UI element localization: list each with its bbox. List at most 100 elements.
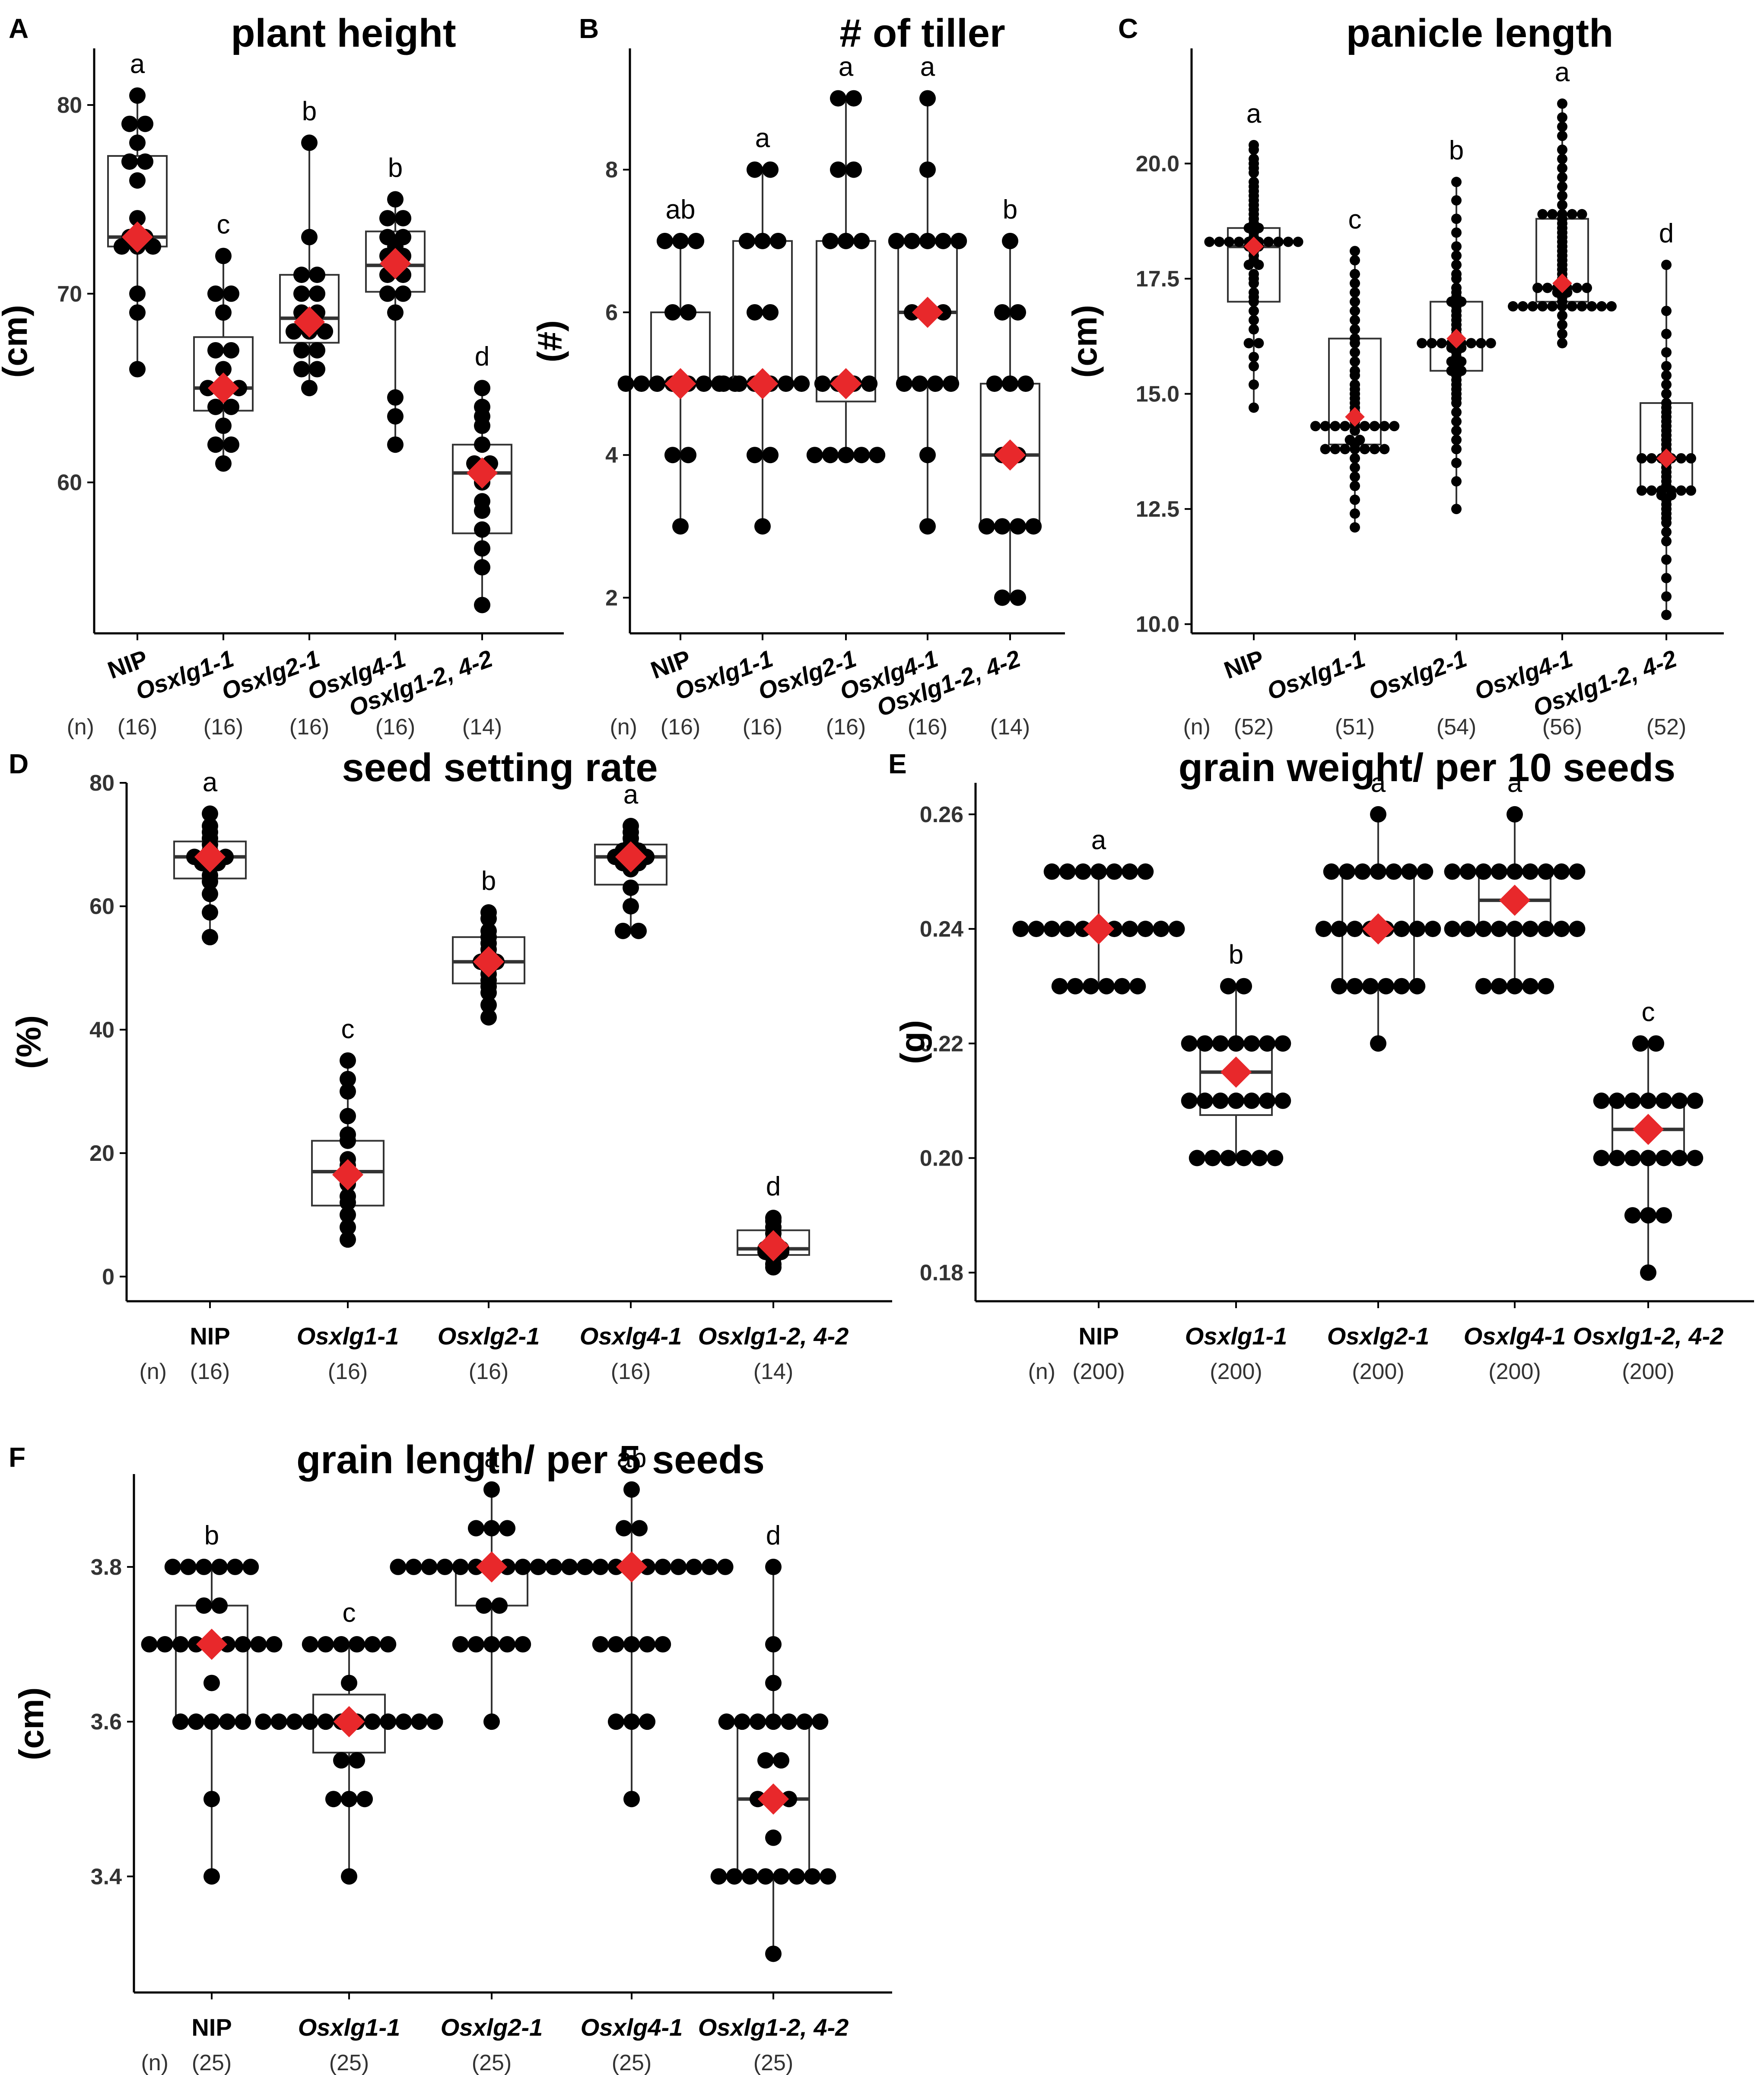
y-tick-label: 0.22 — [920, 1031, 963, 1056]
data-point — [349, 1636, 366, 1653]
data-point — [1236, 978, 1252, 995]
data-point — [395, 285, 412, 302]
data-point — [1451, 269, 1462, 280]
n-count-label: (200) — [1072, 1359, 1125, 1384]
data-point — [1370, 1035, 1386, 1052]
data-point — [869, 447, 886, 464]
data-point — [1640, 1092, 1656, 1109]
group-nip: a NIP (200) — [1012, 826, 1185, 1384]
data-point — [1350, 296, 1360, 307]
data-point — [380, 1636, 397, 1653]
n-prefix-label: (n) — [610, 715, 637, 740]
data-point — [757, 1868, 774, 1885]
data-point — [845, 161, 862, 178]
data-point — [623, 898, 639, 915]
data-point — [1656, 1150, 1672, 1166]
significance-letter: b — [1003, 195, 1017, 225]
data-point — [483, 1636, 500, 1653]
data-point — [395, 1713, 412, 1730]
data-point — [710, 1868, 727, 1885]
data-point — [754, 518, 771, 535]
data-point — [172, 1713, 189, 1730]
data-point — [1451, 416, 1462, 427]
data-point — [340, 1071, 356, 1087]
data-point — [480, 922, 497, 939]
data-point — [1340, 444, 1351, 454]
data-point — [215, 417, 232, 434]
data-point — [141, 1636, 158, 1653]
data-point — [1582, 283, 1592, 293]
data-point — [250, 1636, 267, 1653]
mean-marker — [207, 372, 239, 404]
data-point — [1656, 1207, 1672, 1224]
data-point — [223, 285, 240, 302]
data-point — [1640, 1207, 1656, 1224]
data-point — [1249, 352, 1259, 362]
data-point — [1263, 236, 1274, 247]
data-point — [950, 232, 967, 249]
data-point — [592, 1558, 609, 1575]
data-point — [203, 1675, 220, 1691]
significance-letter: b — [388, 153, 403, 183]
data-point — [1459, 863, 1476, 880]
data-point — [788, 1868, 805, 1885]
data-point — [301, 134, 318, 151]
data-point — [1687, 1150, 1704, 1166]
data-point — [1608, 1150, 1625, 1166]
data-point — [452, 1636, 469, 1653]
data-point — [387, 238, 404, 255]
data-point — [1444, 863, 1461, 880]
mean-marker — [912, 296, 944, 328]
panel-title: grain length/ per 5 seeds — [296, 1438, 765, 1482]
data-point — [664, 447, 681, 464]
data-point — [1275, 1092, 1291, 1109]
data-point — [1557, 255, 1567, 266]
data-point — [421, 1558, 438, 1575]
data-point — [1249, 255, 1259, 266]
data-point — [1538, 863, 1554, 880]
significance-letter: a — [484, 1443, 499, 1473]
data-point — [592, 1636, 609, 1653]
data-point — [207, 436, 224, 453]
data-point — [1259, 1092, 1276, 1109]
data-point — [1586, 301, 1597, 312]
data-point — [1010, 518, 1027, 535]
data-point — [145, 238, 162, 255]
data-point — [853, 447, 870, 464]
data-point — [1386, 863, 1402, 880]
data-point — [561, 1558, 578, 1575]
data-point — [1538, 978, 1554, 995]
data-point — [1608, 1092, 1625, 1109]
significance-letter: b — [204, 1521, 219, 1551]
data-point — [648, 375, 665, 392]
data-point — [285, 323, 302, 340]
data-point — [822, 232, 839, 249]
data-point — [1249, 153, 1259, 164]
y-tick-label: 3.8 — [91, 1555, 122, 1580]
data-point — [1459, 921, 1476, 937]
significance-letter: c — [1348, 205, 1362, 235]
data-point — [1557, 163, 1567, 174]
n-count-label: (52) — [1646, 715, 1686, 740]
data-point — [474, 521, 490, 538]
data-point — [1567, 209, 1577, 219]
data-point — [1310, 421, 1321, 432]
data-point — [1517, 301, 1528, 312]
data-point — [838, 232, 854, 249]
data-point — [483, 1481, 500, 1498]
mean-marker — [293, 306, 325, 338]
data-point — [1557, 338, 1567, 349]
data-point — [309, 361, 326, 378]
data-point — [1340, 421, 1351, 432]
n-count-label: (200) — [1488, 1359, 1541, 1384]
data-point — [1661, 361, 1672, 372]
data-point — [1129, 978, 1146, 995]
data-point — [1451, 213, 1462, 224]
data-point — [1557, 121, 1567, 132]
data-point — [499, 1520, 516, 1537]
data-point — [121, 115, 138, 132]
significance-letter: a — [1091, 826, 1106, 855]
data-point — [715, 375, 732, 392]
data-point — [1661, 573, 1672, 584]
data-point — [1181, 1035, 1198, 1052]
